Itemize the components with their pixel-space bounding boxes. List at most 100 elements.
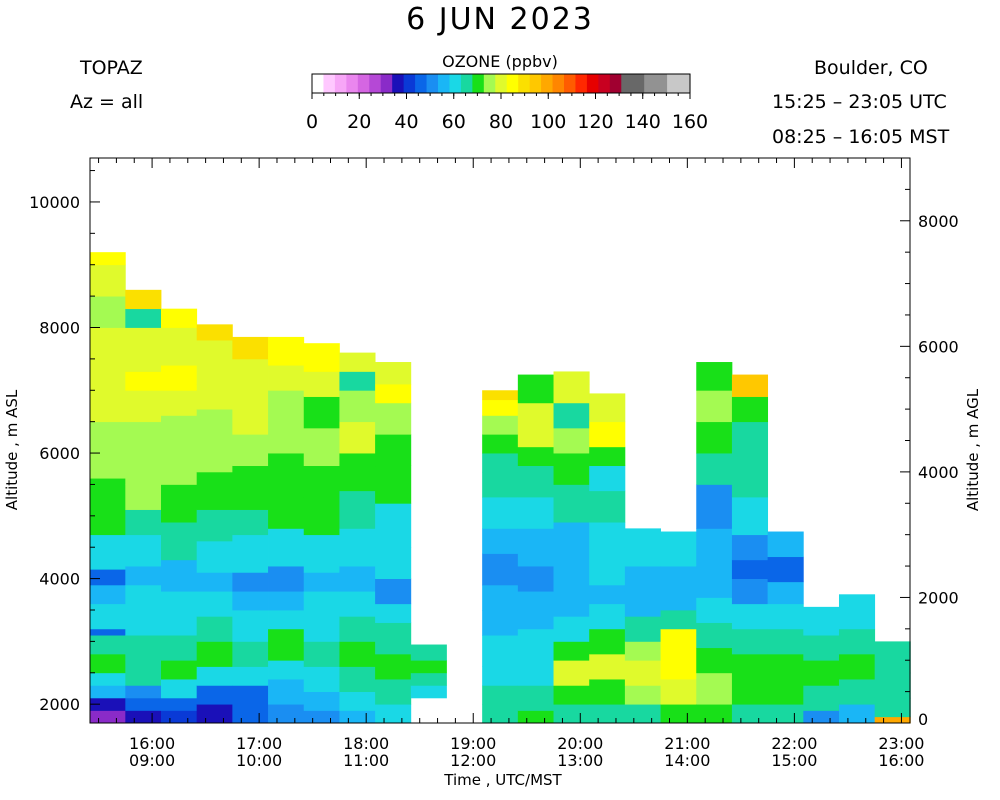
heatmap-cell	[553, 704, 590, 724]
x-tick-label-mst: 16:00	[878, 751, 924, 770]
heatmap-cell	[339, 666, 376, 693]
heatmap-cell	[660, 610, 697, 630]
colorbar-swatch	[667, 74, 680, 93]
heatmap-cell	[589, 522, 626, 561]
heatmap-cell	[89, 635, 126, 655]
heatmap-cell	[89, 252, 126, 266]
heatmap-cell	[767, 704, 804, 724]
heatmap-cell	[767, 628, 804, 655]
heatmap-cell	[303, 371, 340, 397]
colorbar-swatch	[632, 74, 645, 93]
heatmap-cell	[731, 603, 769, 630]
heatmap-cell	[196, 685, 233, 705]
heatmap-cell	[482, 584, 519, 611]
heatmap-cell	[196, 324, 233, 341]
heatmap-cell	[696, 647, 733, 674]
heatmap-cell	[303, 641, 340, 667]
x-tick-label-utc: 22:00	[771, 734, 817, 753]
heatmap-cell	[268, 566, 305, 592]
heatmap-cell	[375, 384, 412, 404]
heatmap-cell	[303, 616, 340, 642]
heatmap-cell	[589, 679, 626, 705]
heatmap-cell	[339, 616, 376, 642]
heatmap-cell	[232, 591, 269, 611]
heatmap-cell	[803, 710, 840, 724]
heatmap-cell	[660, 591, 697, 611]
heatmap-cell	[589, 421, 626, 448]
y-right-tick-label: 2000	[918, 588, 959, 607]
colorbar-swatch	[483, 74, 496, 93]
heatmap-cell	[696, 362, 733, 391]
heatmap-cell	[161, 390, 198, 416]
heatmap-cell	[232, 666, 269, 686]
heatmap-cell	[196, 358, 233, 385]
colorbar-swatch	[598, 74, 611, 93]
heatmap-cell	[517, 528, 554, 567]
heatmap-cell	[517, 446, 554, 467]
x-tick-label-mst: 11:00	[343, 751, 389, 770]
colorbar-tick-label: 140	[625, 111, 661, 133]
heatmap-cell	[89, 569, 126, 586]
heatmap-cell	[232, 509, 269, 536]
heatmap-cell	[624, 528, 661, 548]
heatmap-cell	[375, 622, 412, 655]
heatmap-cell	[553, 427, 590, 454]
heatmap-cell	[589, 446, 626, 467]
heatmap-cell	[339, 566, 376, 592]
heatmap-cell	[196, 704, 233, 724]
heatmap-cell	[125, 371, 162, 391]
utc-time-range: 15:25 – 23:05 UTC	[772, 91, 947, 113]
heatmap-cell	[517, 610, 554, 630]
heatmap-cells	[89, 252, 911, 724]
heatmap-cell	[696, 672, 733, 705]
heatmap-cell	[517, 566, 554, 592]
heatmap-cell	[161, 340, 198, 366]
heatmap-cell	[767, 556, 804, 583]
y-right-tick-label: 8000	[918, 212, 959, 231]
heatmap-cell	[375, 503, 412, 548]
heatmap-cell	[803, 660, 840, 686]
heatmap-cell	[89, 628, 126, 636]
heatmap-cell	[589, 465, 626, 492]
heatmap-cell	[196, 384, 233, 410]
heatmap-cell	[375, 679, 412, 705]
heatmap-cell	[482, 553, 519, 586]
heatmap-cell	[517, 710, 554, 724]
colorbar-swatch	[323, 74, 336, 93]
heatmap-cell	[339, 371, 376, 391]
heatmap-cell	[125, 610, 162, 636]
heatmap-cell	[482, 471, 519, 498]
heatmap-cell	[125, 509, 162, 536]
heatmap-cell	[161, 710, 198, 724]
heatmap-cell	[553, 402, 590, 429]
heatmap-cell	[624, 641, 661, 661]
heatmap-cell	[89, 478, 126, 504]
colorbar-swatch	[541, 74, 554, 93]
heatmap-cell	[624, 616, 661, 642]
heatmap-cell	[731, 497, 769, 536]
heatmap-cell	[874, 716, 911, 724]
heatmap-cell	[303, 534, 340, 573]
heatmap-cell	[553, 685, 590, 705]
heatmap-cell	[125, 327, 162, 354]
heatmap-cell	[589, 559, 626, 586]
heatmap-cell	[803, 685, 840, 711]
x-tick-label-mst: 10:00	[236, 751, 282, 770]
heatmap-cell	[589, 393, 626, 423]
y-left-tick-label: 10000	[29, 193, 80, 212]
heatmap-cell	[696, 453, 733, 485]
colorbar-tick-label: 100	[530, 111, 566, 133]
heatmap-cell	[696, 566, 733, 598]
heatmap-cell	[482, 453, 519, 473]
heatmap-cell	[125, 584, 162, 611]
heatmap-cell	[660, 704, 697, 724]
heatmap-cell	[89, 503, 126, 536]
y-right-tick-label: 0	[918, 710, 928, 729]
y-left-tick-label: 6000	[39, 444, 80, 463]
heatmap-cell	[874, 641, 911, 674]
heatmap-cell	[125, 289, 162, 310]
heatmap-cell	[161, 522, 198, 561]
heatmap-cell	[482, 497, 519, 529]
heatmap-cell	[874, 697, 911, 718]
heatmap-cell	[268, 628, 305, 661]
